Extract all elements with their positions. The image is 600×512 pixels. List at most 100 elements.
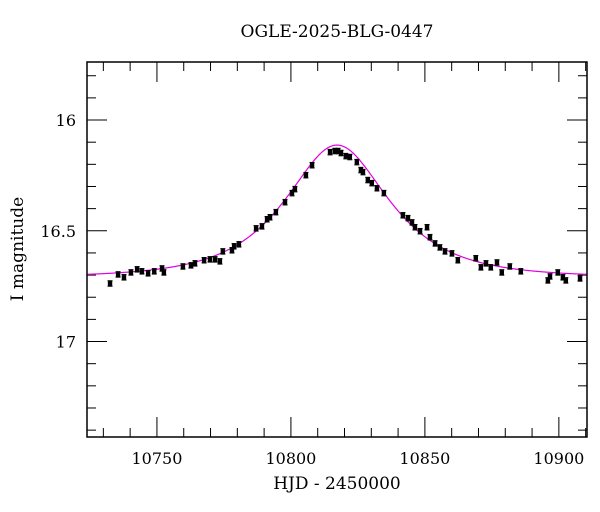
- data-point: [417, 227, 423, 235]
- data-point: [494, 259, 500, 266]
- data-point: [259, 223, 265, 230]
- square-marker: [282, 200, 288, 205]
- data-point: [292, 185, 298, 193]
- x-tick-label: 10900: [533, 449, 584, 468]
- data-point: [473, 254, 479, 262]
- x-tick-label: 10750: [131, 449, 182, 468]
- data-point: [449, 250, 455, 257]
- x-tick-label: 10800: [265, 449, 316, 468]
- square-marker: [309, 163, 315, 168]
- data-point: [303, 171, 309, 179]
- square-marker: [455, 258, 461, 263]
- data-point: [217, 258, 223, 265]
- data-point: [354, 158, 360, 166]
- square-marker: [236, 242, 242, 247]
- square-marker: [152, 269, 157, 274]
- data-point: [180, 263, 186, 270]
- data-point: [374, 184, 380, 192]
- square-marker: [400, 213, 406, 218]
- square-marker: [231, 244, 237, 249]
- square-marker: [409, 220, 415, 225]
- square-marker: [432, 241, 438, 246]
- data-point: [151, 268, 157, 275]
- square-marker: [192, 261, 198, 266]
- data-point: [518, 268, 524, 275]
- data-point: [381, 189, 387, 197]
- data-point: [253, 225, 259, 232]
- square-marker: [134, 267, 140, 272]
- square-marker: [259, 224, 265, 229]
- data-point: [577, 275, 583, 282]
- data-point: [121, 274, 127, 281]
- square-marker: [115, 272, 121, 277]
- square-marker: [207, 257, 213, 262]
- square-marker: [494, 260, 500, 265]
- square-marker: [547, 274, 553, 279]
- square-marker: [188, 263, 194, 268]
- data-point: [488, 264, 494, 271]
- square-marker: [107, 281, 113, 286]
- data-point: [273, 208, 279, 216]
- data-point: [207, 256, 213, 263]
- square-marker: [121, 275, 127, 280]
- axis-tick-labels: 10750 10800 10850 10900 16 16.5 17: [40, 111, 584, 468]
- square-marker: [139, 269, 145, 274]
- square-marker: [229, 248, 235, 253]
- square-marker: [217, 259, 223, 264]
- plot-frame: [86, 61, 588, 438]
- data-point: [231, 243, 237, 250]
- square-marker: [327, 149, 333, 155]
- data-point: [338, 149, 344, 157]
- axis-ticks: [87, 62, 587, 437]
- data-point: [145, 270, 151, 277]
- square-marker: [343, 153, 349, 159]
- square-marker: [145, 271, 151, 276]
- data-point: [432, 240, 438, 247]
- square-marker: [483, 261, 489, 266]
- chart-title: OGLE-2025-BLG-0447: [240, 22, 434, 42]
- square-marker: [369, 180, 375, 186]
- square-marker: [267, 215, 273, 220]
- square-marker: [354, 159, 360, 165]
- square-marker: [437, 245, 443, 250]
- square-marker: [577, 276, 583, 281]
- square-marker: [555, 270, 560, 275]
- square-marker: [201, 258, 207, 263]
- square-marker: [180, 264, 186, 269]
- x-tick-label: 10850: [399, 449, 450, 468]
- square-marker: [507, 264, 513, 269]
- square-marker: [417, 229, 423, 234]
- data-point: [547, 273, 553, 280]
- data-point: [507, 263, 513, 270]
- data-point: [365, 176, 371, 184]
- square-marker: [499, 270, 504, 275]
- square-marker: [488, 265, 494, 270]
- square-marker: [264, 217, 270, 222]
- data-point: [128, 269, 134, 276]
- square-marker: [381, 190, 387, 196]
- data-point: [115, 271, 121, 278]
- square-marker: [563, 278, 569, 283]
- data-point: [267, 214, 273, 221]
- square-marker: [518, 269, 524, 274]
- square-marker: [374, 186, 380, 191]
- square-marker: [473, 256, 478, 261]
- square-marker: [335, 148, 341, 154]
- square-marker: [545, 278, 551, 283]
- data-points: [107, 147, 583, 287]
- data-point: [455, 256, 461, 264]
- data-point: [499, 269, 505, 276]
- data-point: [236, 241, 242, 248]
- data-point: [483, 260, 489, 267]
- data-point: [555, 269, 561, 276]
- model-curve: [86, 144, 588, 275]
- square-marker: [427, 235, 433, 240]
- data-point: [412, 223, 418, 231]
- square-marker: [159, 266, 165, 271]
- square-marker: [292, 186, 298, 192]
- data-point: [360, 168, 366, 176]
- data-point: [188, 262, 194, 269]
- square-marker: [303, 172, 309, 178]
- x-axis-label: HJD - 2450000: [273, 474, 401, 494]
- data-point: [201, 256, 207, 264]
